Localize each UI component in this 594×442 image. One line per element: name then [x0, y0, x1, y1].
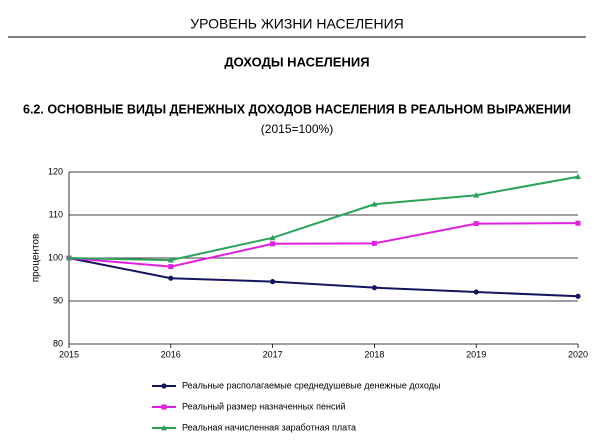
- x-tick-label: 2015: [59, 349, 79, 359]
- point: [269, 234, 276, 241]
- x-tick-label: 2019: [466, 349, 486, 359]
- point: [270, 279, 276, 285]
- point: [371, 240, 377, 246]
- series-line: [68, 175, 579, 262]
- y-tick-label: 120: [48, 166, 63, 176]
- legend-marker: [161, 383, 167, 389]
- point: [575, 173, 581, 180]
- y-tick-label: 90: [53, 295, 63, 305]
- point: [168, 275, 174, 281]
- x-tick-label: 2018: [364, 349, 384, 359]
- point: [473, 192, 480, 198]
- chart-title: 6.2. ОСНОВНЫЕ ВИДЫ ДЕНЕЖНЫХ ДОХОДОВ НАСЕ…: [23, 102, 571, 116]
- point: [575, 293, 581, 299]
- series-line: [68, 257, 579, 298]
- y-tick-label: 100: [48, 252, 63, 262]
- point: [167, 256, 174, 263]
- point: [371, 285, 377, 291]
- legend-marker: [161, 404, 167, 410]
- legend-label: Реальная начисленная заработная плата: [182, 422, 356, 432]
- point: [371, 201, 378, 207]
- point: [575, 220, 581, 226]
- point: [168, 264, 174, 270]
- point: [270, 241, 276, 247]
- point: [473, 289, 479, 295]
- y-tick-label: 80: [53, 338, 63, 348]
- series-line: [68, 222, 579, 268]
- y-axis-label: процентов: [31, 234, 42, 283]
- y-tick-label: 110: [49, 209, 63, 219]
- legend-marker: [161, 424, 167, 431]
- x-tick-label: 2016: [161, 349, 181, 359]
- page-header: УРОВЕНЬ ЖИЗНИ НАСЕЛЕНИЯ: [190, 16, 404, 32]
- legend-label: Реальный размер назначенных пенсий: [182, 401, 346, 411]
- legend-label: Реальные располагаемые среднедушевые ден…: [182, 380, 440, 390]
- x-tick-label: 2020: [568, 349, 588, 359]
- chart-subtitle: (2015=100%): [261, 122, 333, 136]
- point: [66, 254, 72, 261]
- section-title: ДОХОДЫ НАСЕЛЕНИЯ: [224, 54, 369, 69]
- point: [473, 221, 479, 227]
- x-tick-label: 2017: [263, 349, 283, 359]
